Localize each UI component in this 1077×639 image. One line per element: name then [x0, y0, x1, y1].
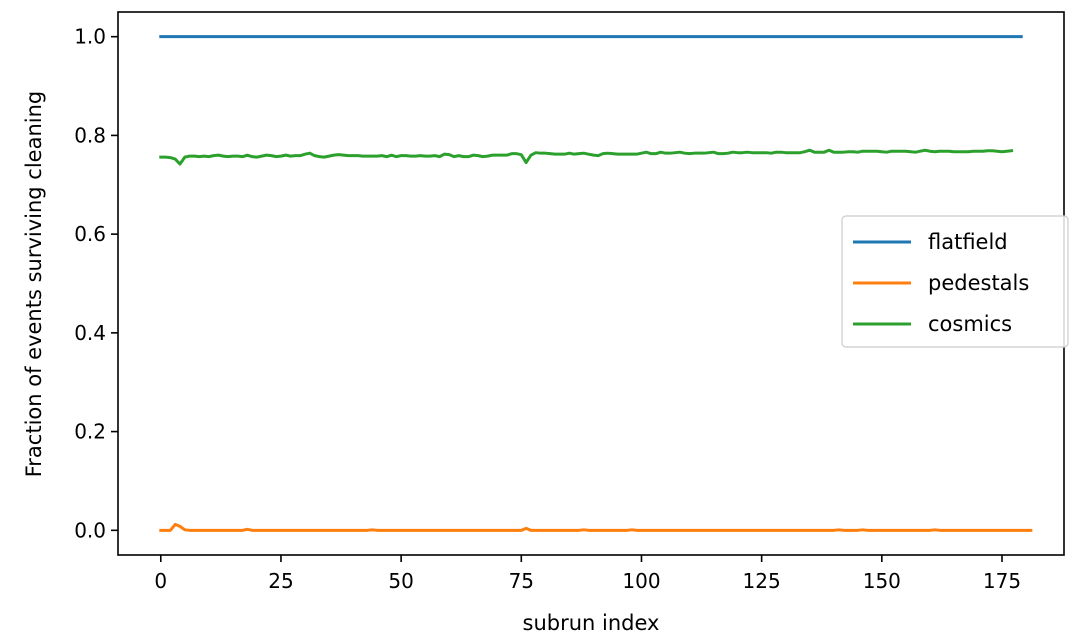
y-axis-ticks: 0.0 0.2 0.4 0.6 0.8 1.0	[74, 25, 118, 542]
y-tick-label: 0.0	[74, 518, 106, 542]
x-tick-label: 50	[388, 569, 413, 593]
legend-frame	[841, 215, 1069, 348]
legend: flatfield pedestals cosmics	[841, 215, 1069, 348]
series-layer	[159, 35, 1033, 532]
y-tick-label: 0.4	[74, 321, 106, 345]
x-tick-label: 0	[154, 569, 167, 593]
y-tick-label: 0.2	[74, 420, 106, 444]
y-tick-label: 1.0	[74, 25, 106, 49]
legend-label-flatfield: flatfield	[928, 230, 1008, 254]
x-tick-label: 75	[509, 569, 534, 593]
legend-label-cosmics: cosmics	[928, 312, 1012, 336]
y-tick-label: 0.8	[74, 123, 106, 147]
legend-label-pedestals: pedestals	[928, 271, 1029, 295]
series-line-cosmics	[159, 148, 1014, 166]
x-tick-label: 125	[743, 569, 781, 593]
x-tick-label: 150	[863, 569, 901, 593]
x-tick-label: 25	[268, 569, 293, 593]
x-axis-ticks: 0 25 50 75 100 125 150 175	[154, 555, 1021, 593]
y-tick-label: 0.6	[74, 222, 106, 246]
y-axis-label: Fraction of events surviving cleaning	[22, 91, 46, 478]
x-tick-label: 100	[622, 569, 660, 593]
x-tick-label: 175	[983, 569, 1021, 593]
x-axis-label: subrun index	[523, 611, 660, 635]
series-line-pedestals	[159, 522, 1033, 532]
